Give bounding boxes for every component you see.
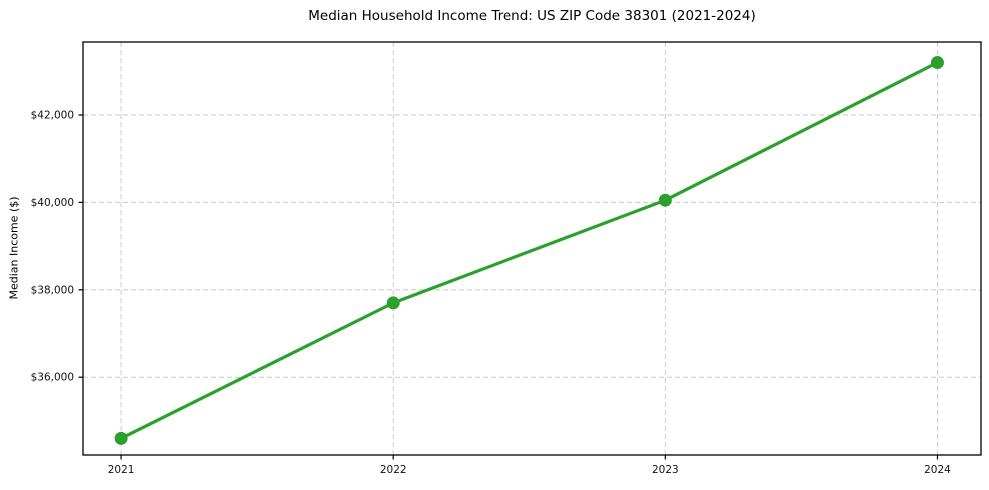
y-tick-label: $40,000 xyxy=(31,197,74,209)
line-series xyxy=(119,60,940,440)
data-point xyxy=(386,296,400,310)
plot-border xyxy=(82,41,982,456)
y-tick-label: $42,000 xyxy=(31,109,74,121)
data-point xyxy=(658,193,672,207)
x-tick-label: 2022 xyxy=(380,464,407,476)
x-tick-label: 2024 xyxy=(924,464,951,476)
y-tick-label: $36,000 xyxy=(31,372,74,384)
chart-title: Median Household Income Trend: US ZIP Co… xyxy=(308,8,756,24)
data-point xyxy=(930,56,944,70)
data-point xyxy=(114,431,128,445)
x-tick-label: 2023 xyxy=(652,464,679,476)
y-tick-label: $38,000 xyxy=(31,284,74,296)
x-tick-label: 2021 xyxy=(108,464,135,476)
